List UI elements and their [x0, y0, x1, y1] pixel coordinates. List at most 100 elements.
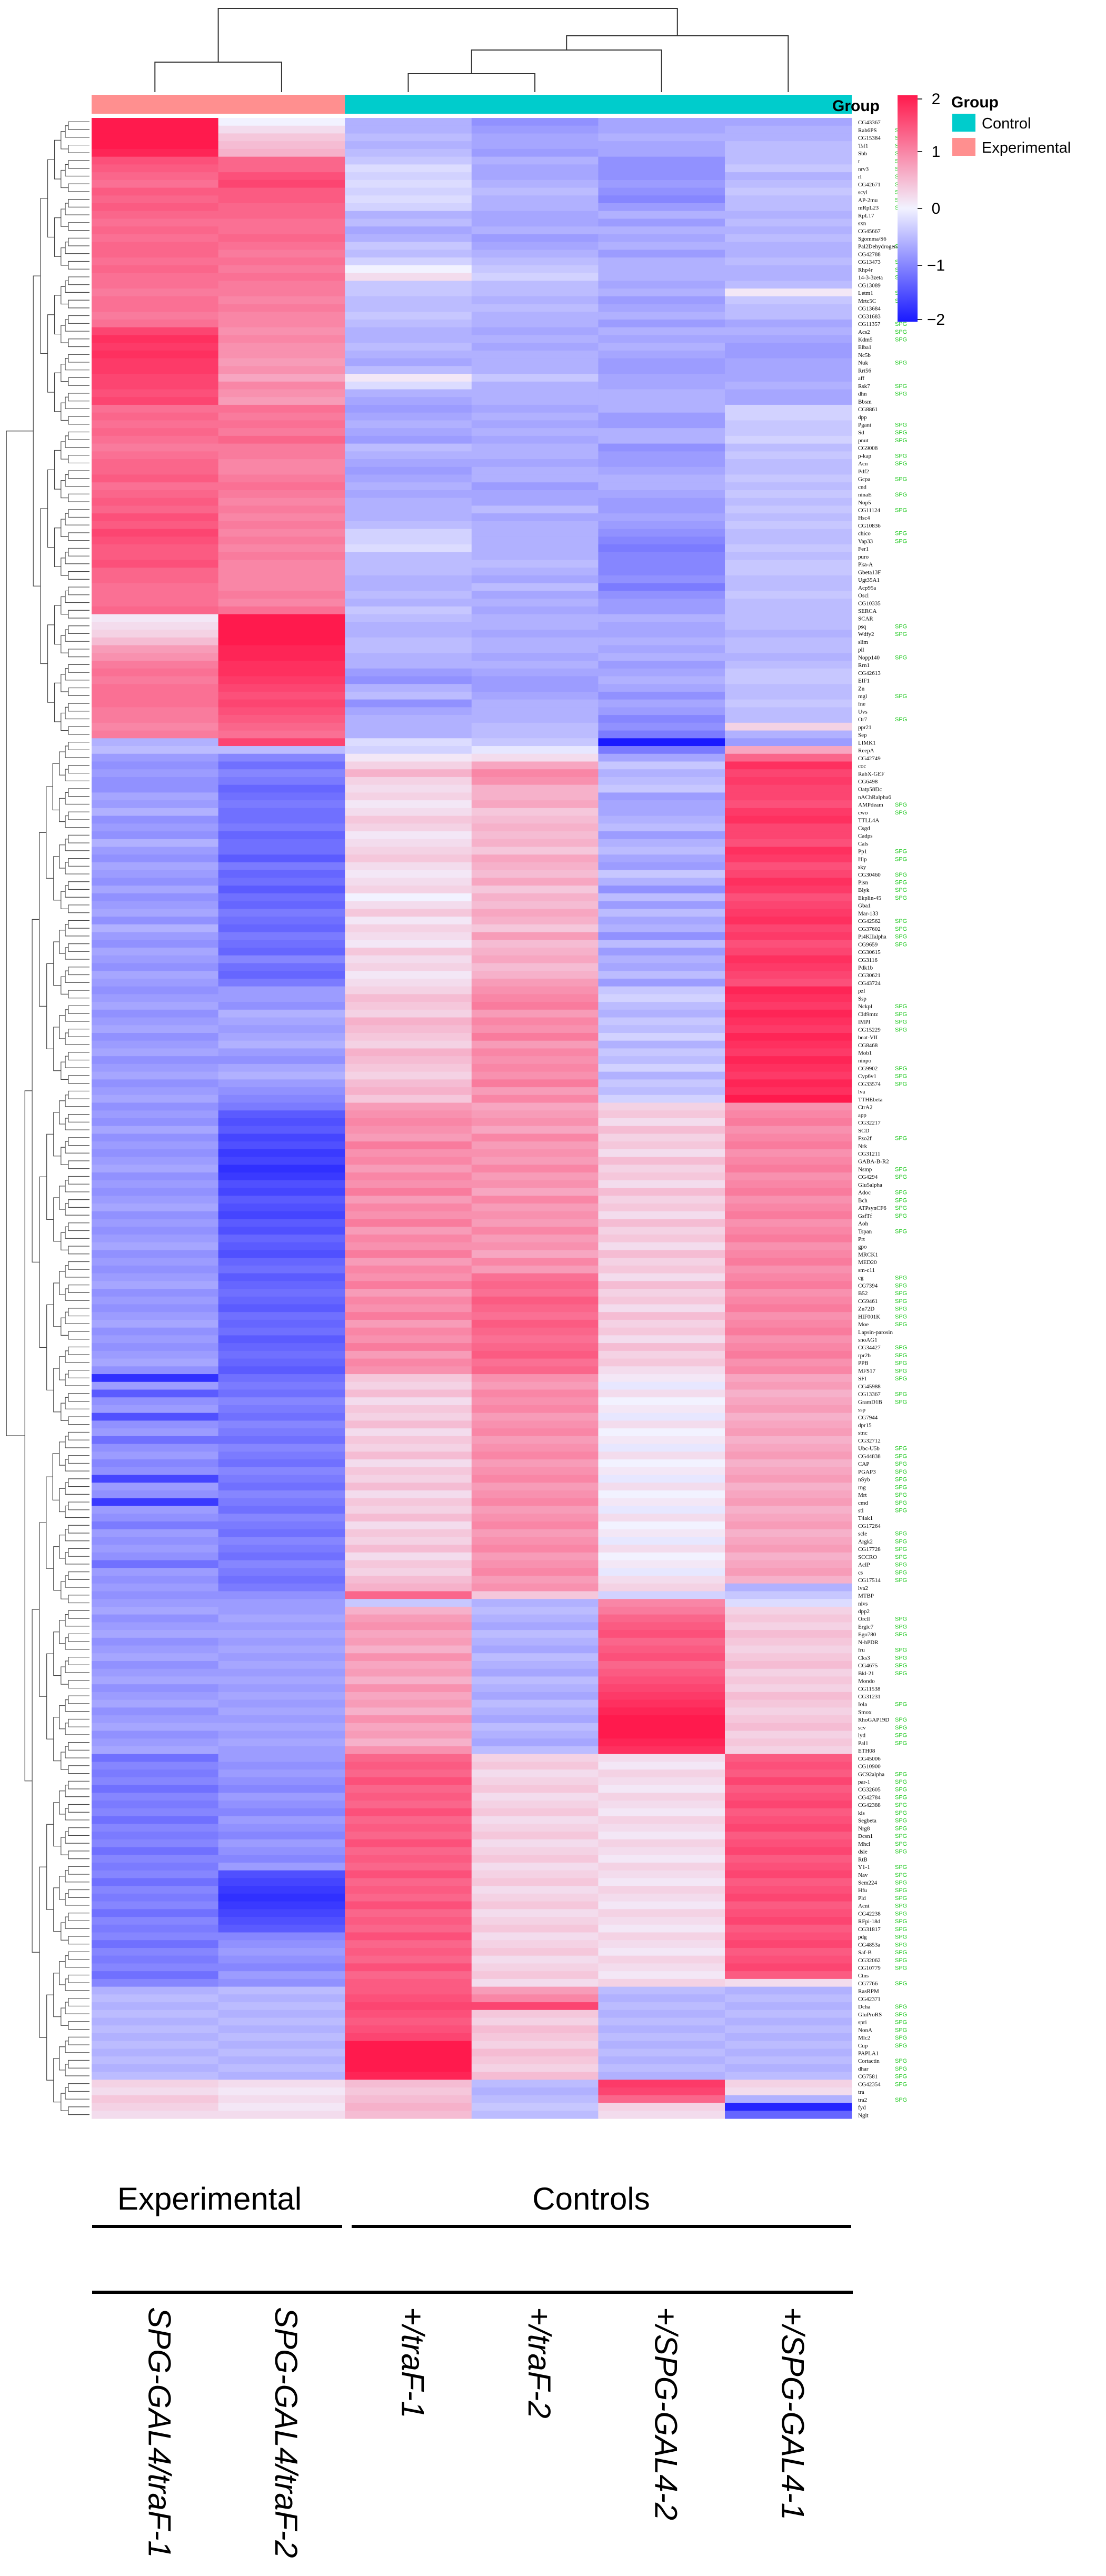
heatmap-cell: [725, 1738, 852, 1747]
row-dendrogram-branch: [65, 815, 89, 828]
heatmap-cell: [725, 366, 852, 374]
heatmap-cell: [471, 1901, 599, 1909]
row-gene-label: CG43724: [858, 980, 881, 987]
heatmap-cell: [725, 1723, 852, 1732]
row-dendrogram-branch: [68, 300, 89, 309]
heatmap-cell: [345, 583, 472, 592]
heatmap-cell: [725, 971, 852, 979]
heatmap-cell: [218, 1444, 345, 1452]
heatmap-cell: [218, 1754, 345, 1763]
heatmap-cell: [218, 1932, 345, 1941]
heatmap-cell: [92, 1420, 219, 1429]
row-spg-tag: SPG: [895, 1787, 907, 1793]
row-gene-label: CG42562: [858, 918, 881, 924]
heatmap-cell: [92, 1126, 219, 1135]
heatmap-cell: [92, 1591, 219, 1599]
heatmap-cell: [598, 1545, 725, 1553]
heatmap-cell: [92, 1002, 219, 1010]
heatmap-cell: [345, 1932, 472, 1941]
heatmap-cell: [92, 777, 219, 785]
heatmap-cell: [725, 1668, 852, 1677]
row-dendrogram-branch: [68, 2060, 89, 2068]
heatmap-cell: [598, 1118, 725, 1127]
heatmap-cell: [598, 521, 725, 530]
row-spg-tag: SPG: [895, 1546, 907, 1553]
heatmap-cell: [725, 847, 852, 855]
row-gene-label: Rrn1: [858, 662, 870, 669]
heatmap-cell: [218, 2010, 345, 2018]
heatmap-cell: [725, 211, 852, 220]
heatmap-cell: [471, 1381, 599, 1390]
heatmap-cell: [725, 1413, 852, 1421]
heatmap-cell: [345, 668, 472, 677]
row-dendrogram-branch: [68, 571, 89, 580]
heatmap-cell: [345, 1653, 472, 1662]
row-dendrogram-branch: [32, 919, 40, 1262]
row-dendrogram-branch: [68, 237, 89, 246]
heatmap-cell: [598, 1955, 725, 1964]
row-gene-label: CG42238: [858, 1911, 881, 1917]
row-dendrogram-branch: [59, 1791, 65, 1815]
heatmap-cell: [345, 1009, 472, 1018]
heatmap-cell: [598, 1529, 725, 1537]
row-dendrogram-branch: [68, 261, 89, 270]
heatmap-cell: [92, 1110, 219, 1119]
heatmap-cell: [92, 125, 219, 134]
row-dendrogram-branch: [59, 1441, 65, 1466]
heatmap-cell: [345, 234, 472, 243]
heatmap-cell: [725, 761, 852, 770]
heatmap-cell: [471, 257, 599, 266]
heatmap-cell: [345, 1234, 472, 1243]
heatmap-cell: [598, 1847, 725, 1855]
heatmap-cell: [598, 886, 725, 894]
heatmap-cell: [471, 1490, 599, 1499]
heatmap-cell: [345, 1413, 472, 1421]
row-spg-tag: SPG: [895, 934, 907, 940]
heatmap-cell: [92, 1645, 219, 1654]
row-dendrogram-branch: [68, 1936, 89, 1945]
row-spg-tag: SPG: [895, 941, 907, 948]
heatmap-cell: [92, 847, 219, 855]
heatmap-cell: [725, 1762, 852, 1770]
heatmap-cell: [725, 2095, 852, 2104]
heatmap-cell: [471, 133, 599, 142]
heatmap-cell: [471, 1032, 599, 1041]
row-gene-label: TTHEbeta: [858, 1097, 883, 1103]
heatmap-cell: [218, 1552, 345, 1561]
row-spg-tag: SPG: [895, 810, 907, 816]
heatmap-cell: [725, 909, 852, 917]
row-gene-label: CG31231: [858, 1694, 881, 1700]
row-gene-label: CG43367: [858, 120, 881, 126]
row-dendrogram-branch: [68, 1029, 89, 1037]
heatmap-cell: [345, 1560, 472, 1568]
heatmap-cell: [471, 1095, 599, 1103]
heatmap-cell: [345, 1917, 472, 1925]
row-dendrogram-branch: [68, 2036, 89, 2045]
heatmap-cell: [598, 1661, 725, 1669]
row-gene-label: CG42613: [858, 670, 881, 677]
heatmap-cell: [598, 831, 725, 840]
row-gene-label: dpr15: [858, 1422, 872, 1428]
heatmap-cell: [92, 195, 219, 204]
row-gene-label: CG42388: [858, 1802, 881, 1808]
heatmap-cell: [471, 1196, 599, 1204]
heatmap-cell: [598, 1273, 725, 1281]
row-dendrogram-branch: [47, 159, 55, 238]
row-spg-tag: SPG: [895, 1655, 907, 1661]
heatmap-cell: [345, 2010, 472, 2018]
heatmap-cell: [471, 1730, 599, 1739]
heatmap-cell: [598, 304, 725, 312]
row-gene-label: CG32062: [858, 1957, 881, 1964]
heatmap-cell: [725, 769, 852, 778]
heatmap-cell: [471, 1366, 599, 1375]
heatmap-cell: [345, 971, 472, 979]
row-dendrogram-branch: [53, 1802, 61, 1847]
heatmap-cell: [598, 1692, 725, 1700]
heatmap-cell: [598, 397, 725, 405]
heatmap-cell: [471, 1389, 599, 1398]
row-gene-label: Pgant: [858, 422, 871, 428]
heatmap-cell: [345, 505, 472, 514]
heatmap-cell: [92, 1165, 219, 1173]
row-dendrogram-branch: [68, 1331, 89, 1340]
heatmap-cell: [598, 1413, 725, 1421]
